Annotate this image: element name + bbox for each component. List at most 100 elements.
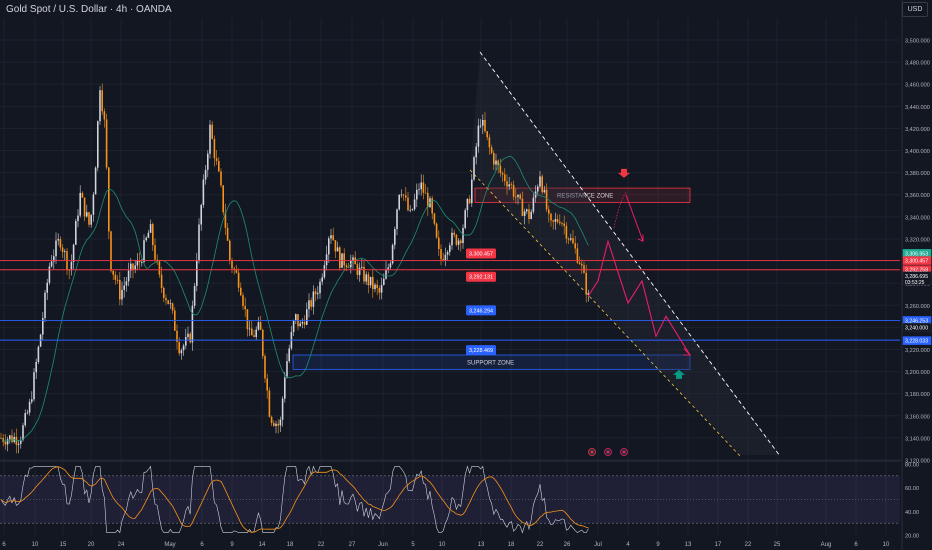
- candle-body: [391, 244, 394, 264]
- candle-body: [240, 287, 242, 296]
- candle-body: [328, 238, 330, 255]
- candle-body: [323, 265, 326, 278]
- resistance-zone: [474, 187, 691, 203]
- candle-body: [127, 270, 130, 282]
- candle-body: [226, 227, 229, 241]
- candle-body: [539, 176, 541, 187]
- candle-body: [114, 274, 117, 280]
- candle-body: [394, 229, 396, 245]
- time-tick-label: 10: [439, 542, 446, 548]
- candle-body: [75, 221, 77, 245]
- candle-body: [83, 197, 86, 217]
- time-tick-label: 13: [685, 542, 692, 548]
- candle-body: [486, 131, 488, 138]
- candle-body: [138, 260, 141, 263]
- candle-body: [6, 439, 9, 445]
- price-label-badge: [902, 323, 932, 332]
- price-label-text: 3,292.258: [905, 268, 928, 274]
- candle-body: [42, 318, 44, 335]
- candle-body: [317, 293, 319, 295]
- candle-body: [207, 153, 209, 170]
- candle-body: [26, 412, 29, 414]
- candle-body: [545, 189, 548, 210]
- candle-body: [158, 261, 161, 275]
- time-tick-label: 5: [411, 542, 415, 548]
- candle-body: [165, 297, 167, 301]
- candle-body: [532, 197, 535, 212]
- currency-button[interactable]: USD: [902, 2, 928, 17]
- candle-body: [257, 322, 260, 330]
- candle-body: [22, 425, 24, 441]
- candle-body: [103, 111, 106, 120]
- candle-body: [301, 322, 304, 324]
- candle-body: [587, 293, 590, 295]
- candle-body: [200, 204, 202, 225]
- time-tick-label: 22: [318, 542, 325, 548]
- candle-body: [451, 232, 453, 246]
- time-tick-label: 27: [349, 542, 356, 548]
- candle-body: [286, 361, 288, 378]
- time-tick-label: Jun: [378, 542, 388, 548]
- candle-body: [396, 209, 398, 230]
- price-label-text: 3,300.457: [905, 259, 928, 265]
- candle-body: [497, 160, 499, 166]
- candle-body: [319, 281, 321, 294]
- candle-body: [308, 300, 310, 310]
- candle-body: [61, 247, 64, 252]
- zone-label: SUPPORT ZONE: [467, 360, 514, 366]
- candle-body: [11, 435, 13, 442]
- rsi-tick-label: 40.00: [905, 510, 919, 516]
- candle-body: [44, 292, 46, 319]
- candle-body: [528, 209, 530, 219]
- time-tick-label: 13: [478, 542, 485, 548]
- chart-title: Gold Spot / U.S. Dollar · 4h · OANDA: [6, 4, 172, 15]
- time-tick-label: Jul: [594, 542, 602, 548]
- candle-body: [409, 209, 411, 211]
- price-tick-label: 3,360.000: [905, 193, 930, 199]
- candle-body: [581, 263, 583, 266]
- candle-body: [169, 303, 172, 305]
- candle-body: [314, 291, 317, 295]
- candle-body: [361, 266, 363, 268]
- candle-body: [306, 309, 308, 325]
- candle-body: [295, 314, 297, 321]
- price-axis[interactable]: 3,500.000 3,480.000 3,460.000 3,440.000 3,42…: [901, 0, 932, 550]
- time-tick-label: 24: [118, 542, 125, 548]
- time-tick-label: 9: [230, 542, 234, 548]
- candle-body: [537, 186, 539, 192]
- candle-body: [376, 284, 378, 288]
- candle-body: [176, 330, 178, 342]
- candle-body: [244, 306, 246, 310]
- candle-body: [435, 223, 438, 238]
- candle-body: [464, 210, 466, 228]
- candle-body: [163, 287, 165, 298]
- price-tick-label: 3,180.000: [905, 392, 930, 398]
- candle-body: [136, 260, 139, 266]
- candle-body: [576, 248, 579, 263]
- time-tick-label: 10: [883, 542, 890, 548]
- candle-body: [416, 189, 418, 200]
- candle-body: [578, 262, 581, 264]
- price-tick-label: 3,260.000: [905, 304, 930, 310]
- support-up-arrow: [673, 369, 685, 379]
- candle-body: [554, 219, 557, 222]
- candle-body: [299, 323, 301, 327]
- time-axis[interactable]: 6 10 15 20 24 May 6 9 14 18 22 27 Jun 5 10 13 18 22 26 Jul 4…: [2, 542, 890, 548]
- price-label-badge: [902, 256, 932, 265]
- candle-body: [15, 436, 18, 445]
- candle-body: [585, 272, 587, 295]
- price-tick-label: 3,460.000: [905, 83, 930, 89]
- price-tick-label: 3,200.000: [905, 370, 930, 376]
- price-tick-label: 3,380.000: [905, 171, 930, 177]
- candle-body: [123, 285, 125, 290]
- candle-body: [574, 243, 576, 249]
- candle-body: [484, 119, 486, 132]
- candle-body: [189, 333, 191, 343]
- candle-body: [105, 119, 108, 168]
- price-tick-label: 3,120.000: [905, 459, 930, 465]
- candle-body: [552, 220, 554, 222]
- candle-body: [541, 176, 543, 193]
- flag-icon-dot: [622, 450, 626, 454]
- candle-body: [119, 279, 121, 300]
